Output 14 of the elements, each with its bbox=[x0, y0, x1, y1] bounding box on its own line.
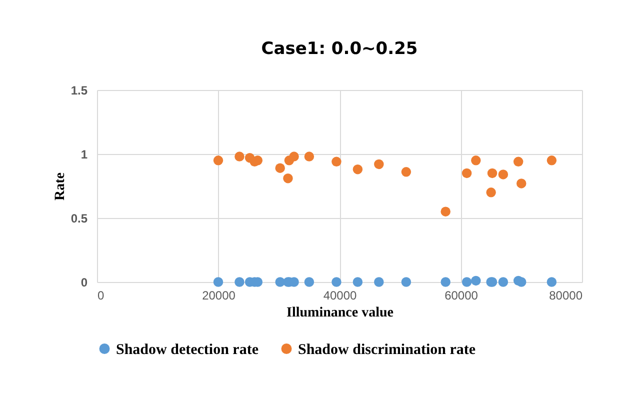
legend-label: Shadow discrimination rate bbox=[298, 342, 476, 358]
x-axis-title: Illuminance value bbox=[286, 306, 394, 320]
x-tick-label: 20000 bbox=[202, 288, 236, 302]
chart-title: Case1: 0.0~0.25 bbox=[261, 39, 418, 59]
x-tick-label: 0 bbox=[98, 288, 104, 302]
y-tick-label: 0 bbox=[80, 276, 88, 290]
legend-label: Shadow detection rate bbox=[116, 342, 259, 358]
x-tick-label: 80000 bbox=[549, 288, 583, 302]
y-tick-label: 1.5 bbox=[70, 84, 88, 98]
y-axis-title: Rate bbox=[52, 172, 68, 200]
y-tick-label: 0.5 bbox=[70, 212, 88, 226]
x-tick-label: 60000 bbox=[444, 288, 478, 302]
y-tick-label: 1 bbox=[80, 148, 88, 162]
x-tick-label: 40000 bbox=[323, 288, 358, 302]
